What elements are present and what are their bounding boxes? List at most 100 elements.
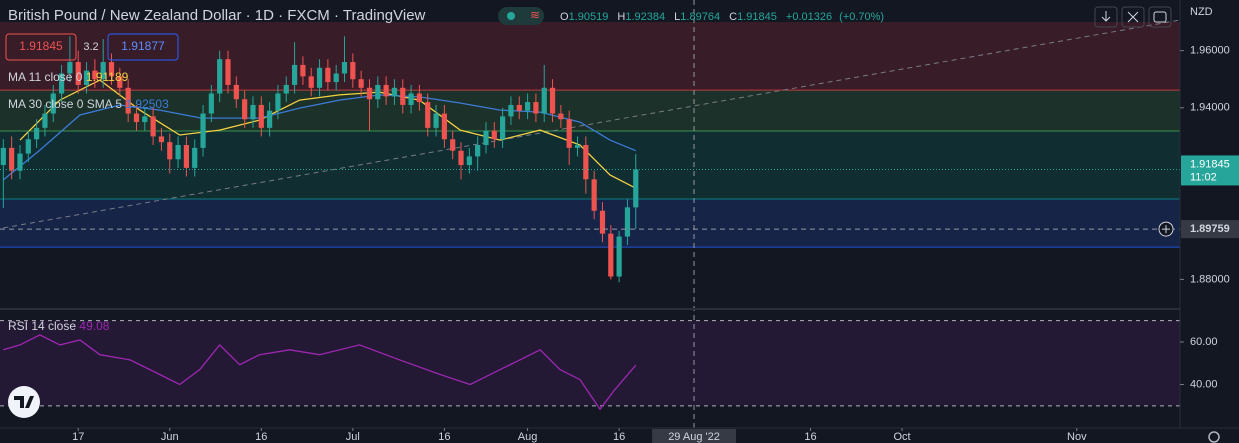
candle-body bbox=[192, 147, 198, 168]
last-price: 1.91845 bbox=[1190, 158, 1230, 170]
zone bbox=[0, 199, 1180, 248]
candle-body bbox=[458, 150, 464, 166]
candle-body bbox=[391, 87, 398, 97]
x-tick-label: Jul bbox=[346, 431, 360, 443]
candle-body bbox=[217, 59, 223, 94]
x-tick-label: 16 bbox=[804, 431, 816, 443]
candle-body bbox=[125, 87, 131, 114]
candle-body bbox=[34, 127, 40, 140]
ohlc-value: 1.90519 bbox=[569, 11, 609, 23]
ohlc-key: H bbox=[617, 11, 625, 23]
legend-name: RSI 14 close bbox=[8, 319, 76, 333]
x-tick-label: Jun bbox=[161, 431, 179, 443]
x-tick-label: Oct bbox=[893, 431, 910, 443]
zone bbox=[0, 90, 1180, 131]
candle-body bbox=[466, 156, 472, 166]
candle-body bbox=[574, 144, 581, 148]
candle-body bbox=[258, 104, 264, 128]
ohlc-value: 1.89764 bbox=[680, 11, 720, 23]
candle-body bbox=[608, 233, 614, 277]
candle-body bbox=[175, 144, 181, 160]
candle-body bbox=[383, 84, 389, 97]
candle-body bbox=[108, 62, 115, 77]
legend-rsi: RSI 14 close 49.08 bbox=[8, 319, 110, 333]
bid: 1.91845 bbox=[19, 39, 63, 53]
candle-body bbox=[275, 93, 281, 111]
candle-body bbox=[100, 62, 106, 80]
settings[interactable] bbox=[1208, 431, 1220, 443]
candle-body bbox=[408, 93, 414, 105]
candle-body bbox=[183, 144, 190, 168]
candle-body bbox=[92, 70, 98, 80]
legend-value: 1.92503 bbox=[125, 97, 169, 111]
spread: 3.2 bbox=[83, 41, 98, 53]
x-tick-label: 16 bbox=[438, 431, 450, 443]
candle-body bbox=[308, 76, 314, 88]
candle-body bbox=[17, 153, 23, 171]
x-tick-label: Aug bbox=[518, 431, 538, 443]
candle-body bbox=[491, 130, 497, 140]
candle-body bbox=[549, 87, 556, 114]
rsi-band bbox=[0, 320, 1180, 406]
candle-body bbox=[291, 64, 298, 85]
candle-body bbox=[475, 144, 481, 157]
candle-body bbox=[599, 210, 606, 234]
crosshair-add[interactable] bbox=[1158, 221, 1174, 237]
candle-body bbox=[624, 207, 631, 237]
crosshair-add-icon bbox=[1162, 225, 1170, 234]
candle-body bbox=[233, 84, 239, 100]
candle-body bbox=[591, 179, 597, 211]
candle-body bbox=[58, 73, 65, 94]
ohlc-key: C bbox=[729, 11, 737, 23]
ohlc: O1.90519 H1.92384 L1.89764 C1.91845 +0.0… bbox=[560, 11, 884, 23]
candle-body bbox=[133, 113, 140, 123]
candle-body bbox=[375, 84, 381, 100]
candle-body bbox=[208, 93, 214, 114]
candle-body bbox=[524, 102, 531, 111]
candle-body bbox=[333, 73, 339, 83]
crosshair-date-box bbox=[652, 429, 737, 443]
plot-area bbox=[0, 0, 1181, 428]
candle-body bbox=[67, 62, 73, 74]
candle-body bbox=[483, 130, 489, 145]
candle-body bbox=[425, 102, 431, 128]
candle-body bbox=[25, 139, 31, 154]
legend-name: MA 30 close 0 SMA 5 bbox=[8, 97, 122, 111]
legend-value: 1.91189 bbox=[86, 70, 129, 84]
legend-name: MA 11 close 0 bbox=[8, 70, 83, 84]
candle-body bbox=[583, 144, 589, 180]
candle-body bbox=[416, 93, 423, 103]
candle-body bbox=[300, 64, 306, 77]
zone bbox=[0, 22, 1180, 91]
crosshair-price-box bbox=[1181, 220, 1239, 239]
ohlc-value: 1.91845 bbox=[737, 11, 777, 23]
ma-line bbox=[2, 94, 637, 181]
candle-body bbox=[358, 79, 364, 88]
x-tick-label: 16 bbox=[613, 431, 625, 443]
candle-body bbox=[533, 102, 539, 114]
crosshair-price: 1.89759 bbox=[1190, 223, 1230, 235]
candle-body bbox=[150, 116, 156, 137]
candle-body bbox=[350, 62, 356, 80]
window-buttons[interactable] bbox=[1094, 6, 1172, 28]
candle-body bbox=[558, 113, 564, 120]
svg-text:≋: ≋ bbox=[530, 8, 540, 22]
x-tick-label: 17 bbox=[72, 431, 84, 443]
candle-body bbox=[9, 147, 15, 171]
ohlc-value: 1.92384 bbox=[625, 11, 665, 23]
x-tick-label: Nov bbox=[1067, 431, 1087, 443]
candle-body bbox=[250, 104, 256, 120]
crosshair-date: 29 Aug '22 bbox=[668, 431, 720, 443]
candle-body bbox=[516, 104, 522, 111]
candle-body bbox=[242, 99, 248, 120]
y-tick-label: 40.00 bbox=[1190, 378, 1218, 390]
bid-ask[interactable]: 1.91845 3.2 1.91877 bbox=[5, 33, 179, 61]
tv-logo[interactable] bbox=[8, 386, 40, 418]
overlay: British Pound / New Zealand Dollar · 1D … bbox=[5, 6, 1239, 443]
status-toggle[interactable]: ≋ bbox=[498, 7, 544, 25]
candle-body bbox=[450, 139, 456, 151]
y-tick-label: 60.00 bbox=[1190, 336, 1218, 348]
currency[interactable]: NZD bbox=[1190, 6, 1213, 18]
candle-body bbox=[566, 119, 572, 148]
